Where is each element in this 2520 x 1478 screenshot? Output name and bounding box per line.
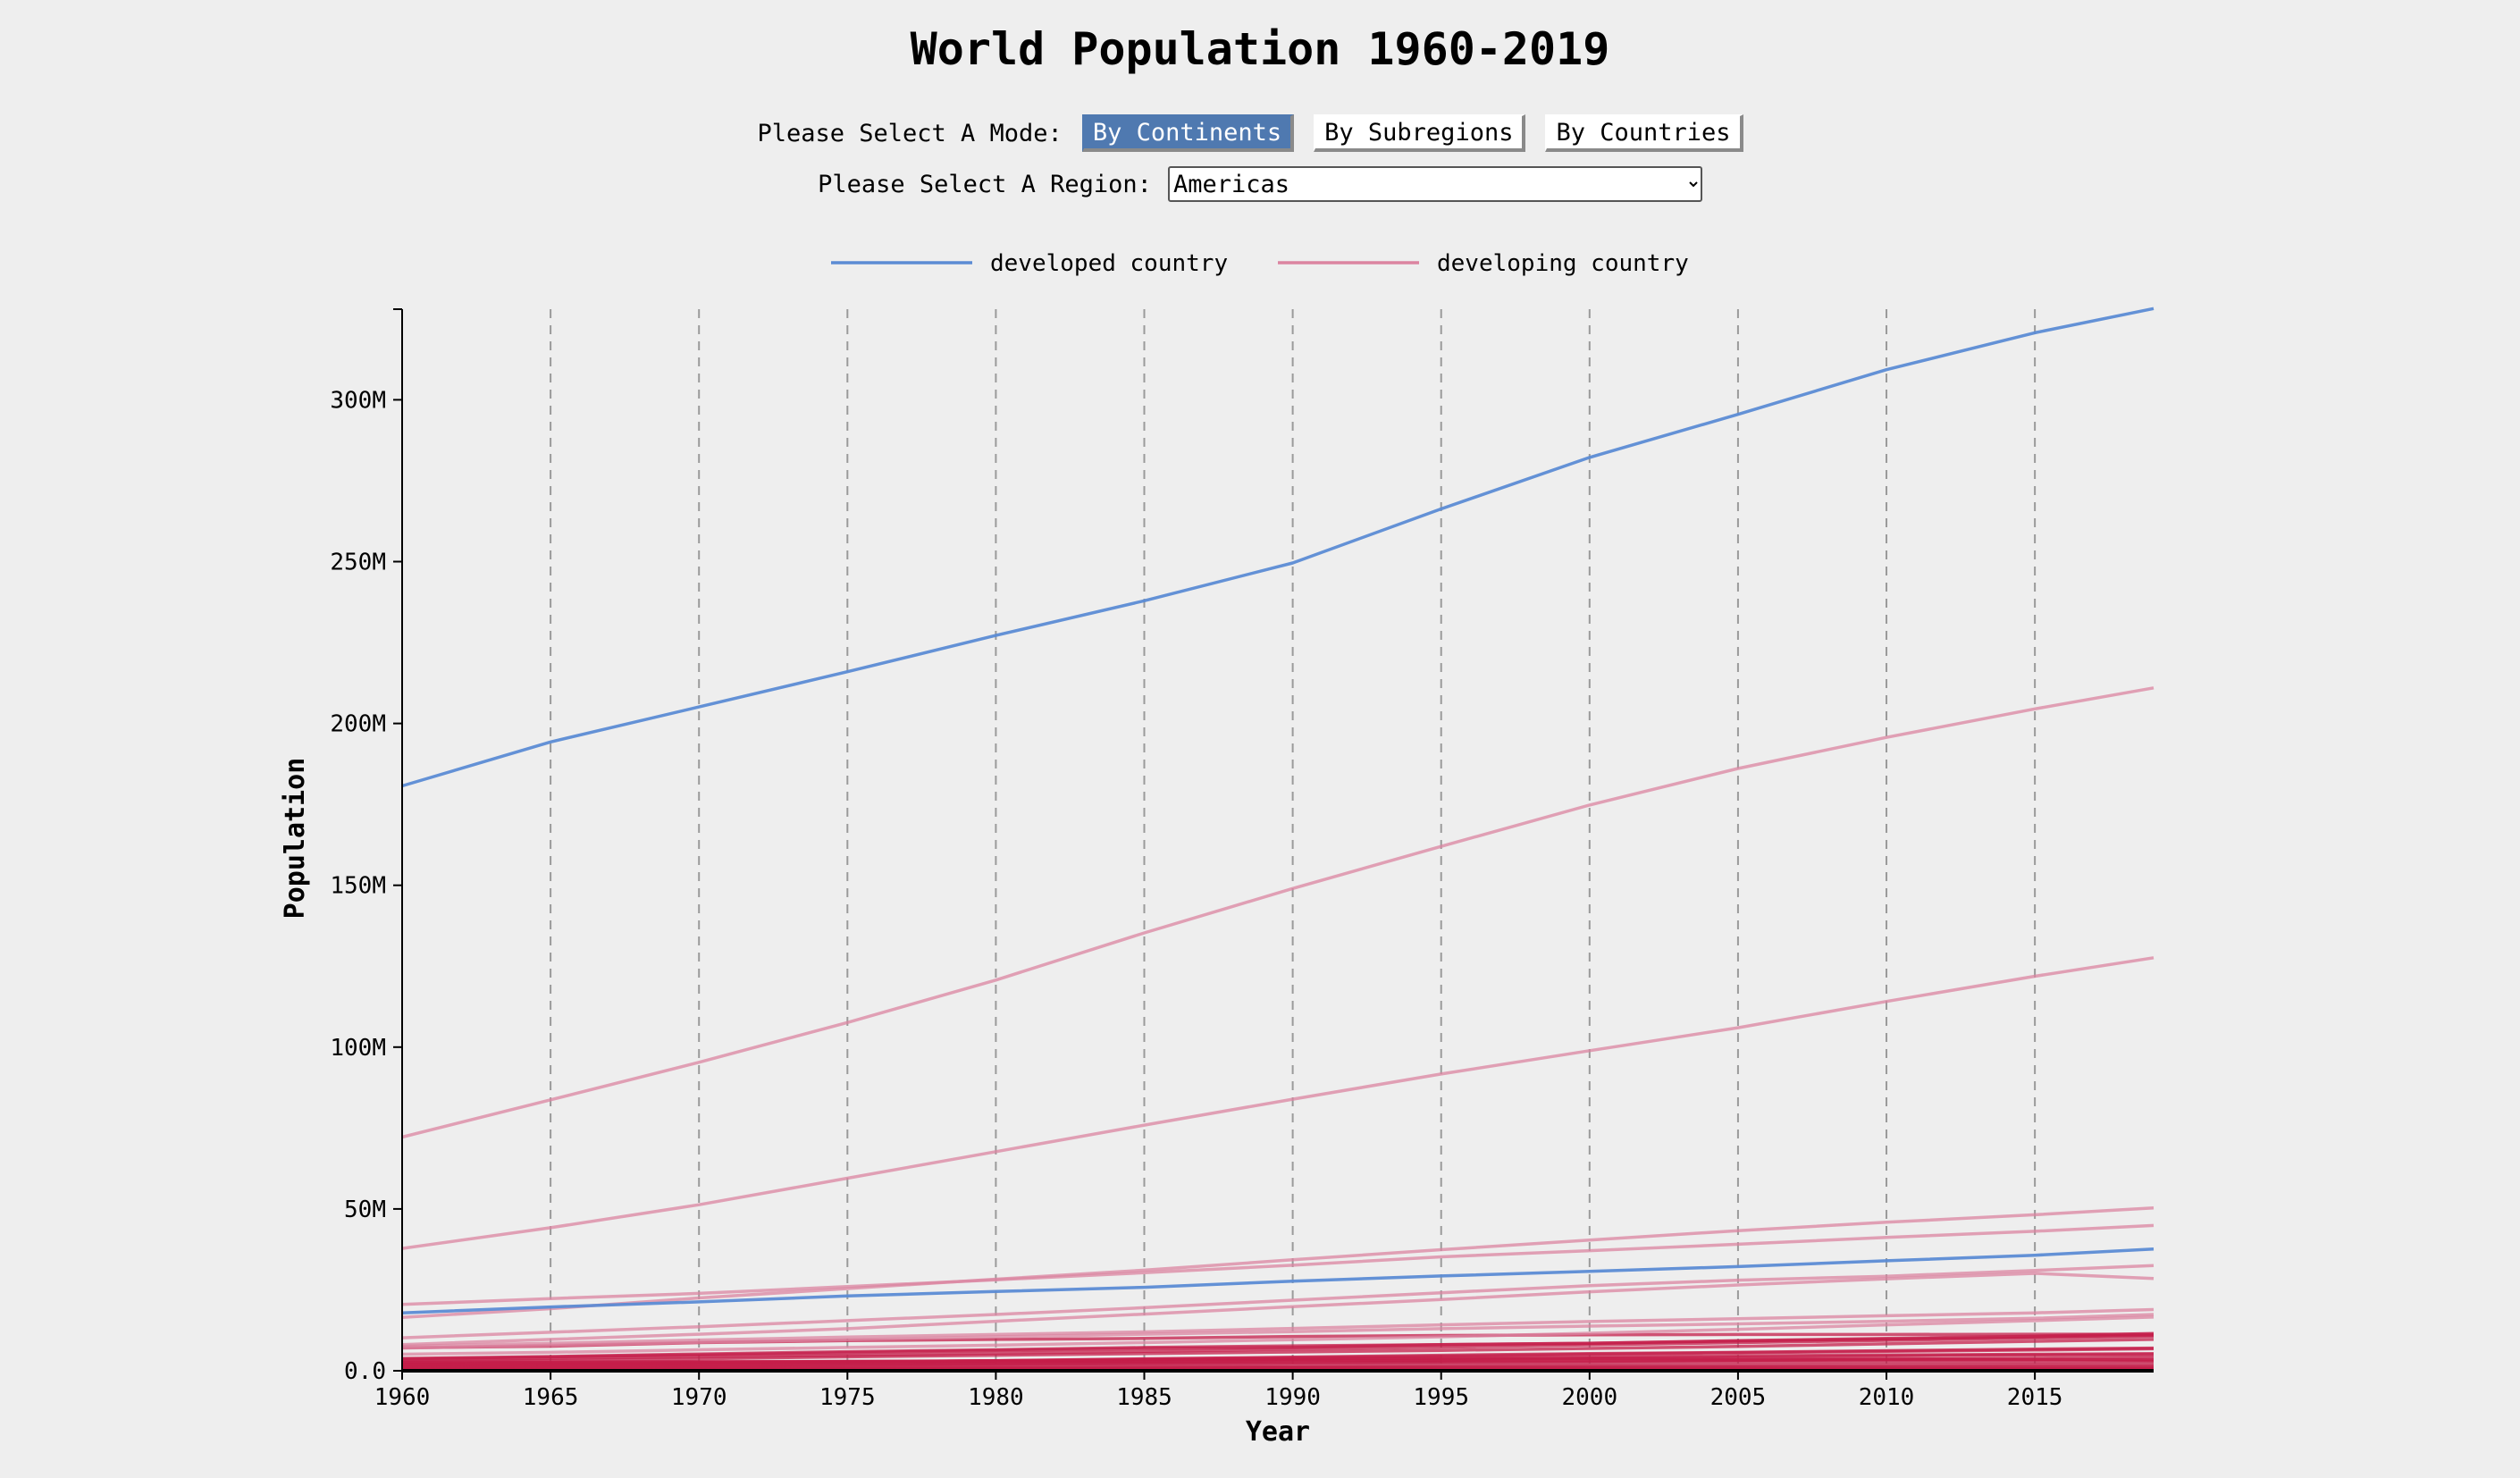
mode-button-continents[interactable]: By Continents xyxy=(1081,114,1295,152)
series-line-developing xyxy=(401,1346,2155,1366)
x-tick-label: 1965 xyxy=(523,1384,579,1411)
x-tick-label: 1985 xyxy=(1116,1384,1172,1411)
series-line-developing xyxy=(401,1331,2155,1361)
series-line-developed xyxy=(401,1247,2155,1314)
x-tick-label: 2000 xyxy=(1562,1384,1618,1411)
series-line-developing xyxy=(401,1338,2155,1364)
mode-label: Please Select A Mode: xyxy=(757,119,1063,147)
x-tick-label: 1995 xyxy=(1413,1384,1469,1411)
chart-series xyxy=(401,307,2155,1373)
y-tick-label: 150M xyxy=(330,873,386,900)
y-tick-label: 300M xyxy=(330,387,386,414)
x-tick-label: 2010 xyxy=(1859,1384,1915,1411)
chart-legend: developed country developing country xyxy=(831,250,1689,277)
x-axis-label: Year xyxy=(1246,1416,1310,1448)
series-line-developing xyxy=(401,1264,2155,1339)
series-line-developing xyxy=(401,956,2155,1250)
y-tick-label: 250M xyxy=(330,550,386,576)
region-selector: Please Select A Region: Americas xyxy=(0,166,2520,202)
x-tick-label: 1960 xyxy=(374,1384,431,1411)
series-line-developing xyxy=(401,1313,2155,1350)
x-tick-label: 2005 xyxy=(1710,1384,1767,1411)
region-label: Please Select A Region: xyxy=(818,170,1152,198)
series-line-developed xyxy=(401,307,2155,788)
y-axis-label: Population xyxy=(280,758,311,920)
region-select[interactable]: Americas xyxy=(1167,166,1702,202)
x-tick-label: 1980 xyxy=(968,1384,1024,1411)
y-tick-label: 0.0 xyxy=(344,1358,386,1385)
legend-label-developing: developing country xyxy=(1437,250,1689,277)
x-tick-label: 2015 xyxy=(2007,1384,2063,1411)
legend-label-developed: developed country xyxy=(990,250,1228,277)
x-tick-label: 1990 xyxy=(1264,1384,1321,1411)
chart-grid xyxy=(550,309,2037,1371)
series-line-developing xyxy=(401,686,2155,1139)
mode-button-countries[interactable]: By Countries xyxy=(1545,114,1743,152)
series-line-developing xyxy=(401,1307,2155,1348)
series-line-developing xyxy=(401,1272,2155,1347)
chart-axes: 0.0 50M 100M 150M 200M 250M 300M 1960 1965 1970 19… xyxy=(330,308,2154,1411)
series-line-developing xyxy=(401,1223,2155,1306)
y-tick-label: 200M xyxy=(330,711,386,738)
y-tick-label: 100M xyxy=(330,1035,386,1062)
y-tick-label: 50M xyxy=(344,1197,386,1223)
page-title: World Population 1960-2019 xyxy=(910,23,1610,75)
series-line-developing xyxy=(401,1315,2155,1356)
x-tick-label: 1975 xyxy=(819,1384,876,1411)
x-tick-label: 1970 xyxy=(671,1384,727,1411)
series-line-developing xyxy=(401,1206,2155,1319)
mode-button-subregions[interactable]: By Subregions xyxy=(1314,114,1526,152)
mode-selector: Please Select A Mode: By Continents By S… xyxy=(0,114,2520,152)
